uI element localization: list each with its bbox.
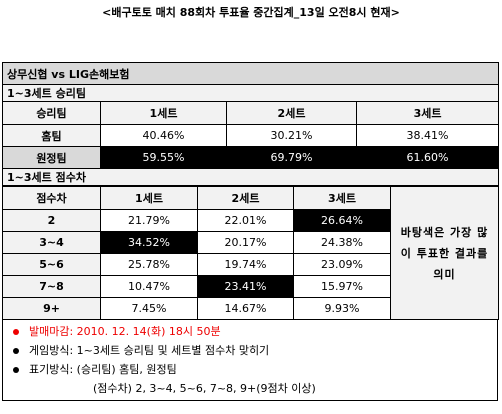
notes: 발매마감: 2010. 12. 14(화) 18시 50분 게임방식: 1~3세… <box>2 320 498 401</box>
cell: 19.74% <box>197 253 294 276</box>
note-line: (점수차) 2, 3~4, 5~6, 7~8, 9+(9점차 이상) <box>3 379 497 398</box>
bullet <box>13 329 19 335</box>
note-text: (점수차) 2, 3~4, 5~6, 7~8, 9+(9점차 이상) <box>93 382 316 395</box>
header-cell: 3세트 <box>293 186 391 210</box>
note-line: 표기방식: (승리팀) 홈팀, 원정팀 <box>3 360 497 379</box>
row-label: 9+ <box>2 297 101 320</box>
cell: 26.64% <box>293 209 391 232</box>
cell: 20.17% <box>197 231 294 254</box>
note-line: 게임방식: 1~3세트 승리팀 및 세트별 점수차 맞히기 <box>3 341 497 360</box>
cell: 59.55% <box>100 146 227 169</box>
cell: 7.45% <box>100 297 198 320</box>
section-title: 1~3세트 점수차 <box>1 168 500 186</box>
winner-table: 상무신협 vs LIG손해보험 1~3세트 승리팀 승리팀 1세트 2세트 3세… <box>1 62 500 186</box>
row-label: 3~4 <box>2 231 101 254</box>
header-cell: 점수차 <box>2 186 101 210</box>
legend-note: 바탕색은 가장 많이 투표한 결과를 의미 <box>390 186 499 320</box>
vote-box: 상무신협 vs LIG손해보험 1~3세트 승리팀 승리팀 1세트 2세트 3세… <box>1 62 500 401</box>
cell: 61.60% <box>355 146 500 169</box>
note-text: 발매마감: 2010. 12. 14(화) 18시 50분 <box>29 325 221 338</box>
row-label: 2 <box>2 209 101 232</box>
header-cell: 1세트 <box>100 101 227 125</box>
cell: 14.67% <box>197 297 294 320</box>
section-title: 1~3세트 승리팀 <box>1 84 500 102</box>
note-line: 발매마감: 2010. 12. 14(화) 18시 50분 <box>3 322 497 341</box>
header-cell: 2세트 <box>226 101 357 125</box>
cell: 25.78% <box>100 253 198 276</box>
note-text: 표기방식: (승리팀) 홈팀, 원정팀 <box>29 363 177 376</box>
cell: 21.79% <box>100 209 198 232</box>
match-title: 상무신협 vs LIG손해보험 <box>1 62 500 85</box>
note-text: 게임방식: 1~3세트 승리팀 및 세트별 점수차 맞히기 <box>29 344 270 357</box>
row-label: 원정팀 <box>2 146 101 169</box>
cell: 30.21% <box>226 124 357 147</box>
cell: 23.09% <box>293 253 391 276</box>
bullet <box>13 348 19 354</box>
cell: 40.46% <box>100 124 227 147</box>
cell: 10.47% <box>100 275 198 298</box>
cell: 15.97% <box>293 275 391 298</box>
row-label: 5~6 <box>2 253 101 276</box>
row-label: 7~8 <box>2 275 101 298</box>
header-cell: 승리팀 <box>2 101 101 125</box>
header-cell: 3세트 <box>355 101 500 125</box>
page-title: <배구토토 매치 88회차 투표율 중간집계_13일 오전8시 현재> <box>102 6 400 19</box>
cell: 69.79% <box>226 146 357 169</box>
header-cell: 1세트 <box>100 186 198 210</box>
cell: 34.52% <box>100 231 198 254</box>
cell: 9.93% <box>293 297 391 320</box>
bullet <box>13 367 19 373</box>
row-label: 홈팀 <box>2 124 101 147</box>
header-cell: 2세트 <box>197 186 294 210</box>
cell: 38.41% <box>355 124 500 147</box>
cell: 23.41% <box>197 275 294 298</box>
cell: 22.01% <box>197 209 294 232</box>
cell: 24.38% <box>293 231 391 254</box>
